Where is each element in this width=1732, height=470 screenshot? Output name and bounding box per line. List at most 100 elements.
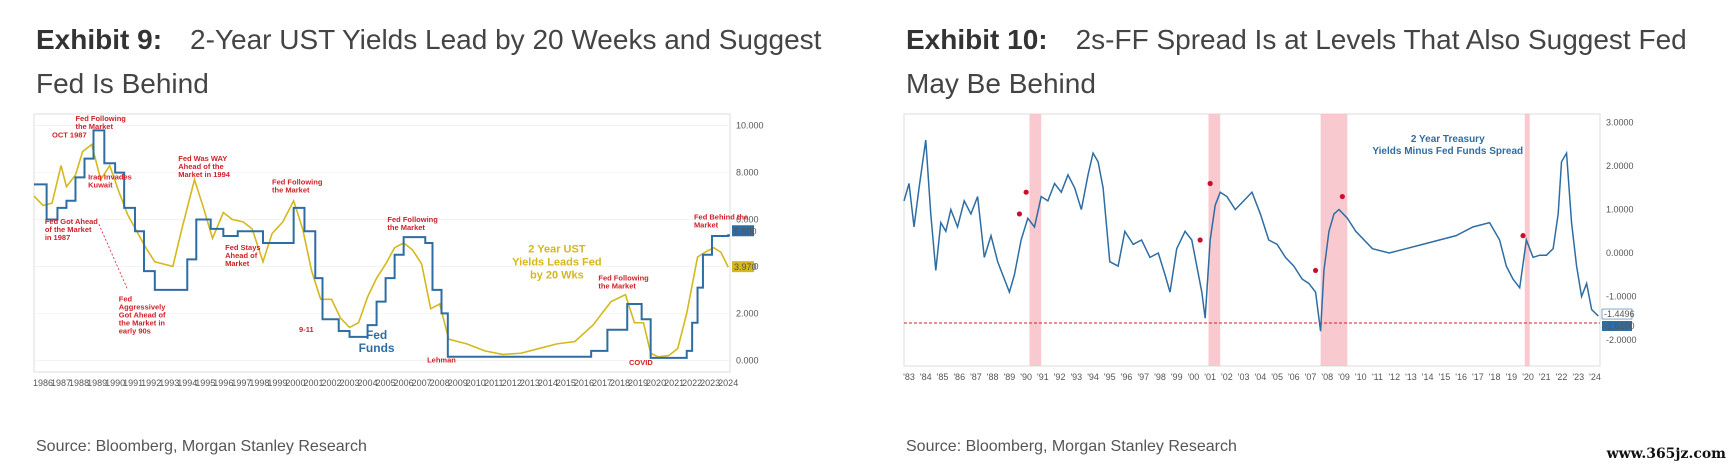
last-value-tag-bg — [1602, 320, 1632, 331]
exhibit-10-panel: Exhibit 10: 2s-FF Spread Is at Levels Tha… — [870, 0, 1710, 470]
x-tick-label: '86 — [953, 372, 965, 382]
recession-marker — [1023, 189, 1029, 195]
last-value-tag-bg — [732, 225, 754, 237]
annotation-label: Fed Behind the Market — [694, 213, 748, 230]
series-label-ust-2y: 2 Year UST Yields Leads Fed by 20 Wks — [512, 243, 601, 281]
x-tick-label: 2019 — [628, 378, 648, 388]
x-tick-label: '04 — [1254, 372, 1266, 382]
y-tick-label: 2.0000 — [1606, 161, 1634, 171]
x-tick-label: 2010 — [466, 378, 486, 388]
y-tick-label: -2.0000 — [1606, 335, 1637, 345]
x-tick-label: 2011 — [484, 378, 503, 388]
y-tick-label: 1.0000 — [1606, 205, 1634, 215]
exhibit-9-title: Exhibit 9: 2-Year UST Yields Lead by 20 W… — [36, 18, 826, 106]
x-tick-label: 2014 — [538, 378, 558, 388]
y-tick-label: -1.0000 — [1606, 291, 1637, 301]
x-tick-label: '00 — [1188, 372, 1200, 382]
x-tick-label: '09 — [1338, 372, 1350, 382]
x-tick-label: 2007 — [412, 378, 432, 388]
exhibit-9-source: Source: Bloomberg, Morgan Stanley Resear… — [36, 438, 367, 455]
x-tick-label: 2003 — [340, 378, 360, 388]
x-tick-label: 2004 — [358, 378, 378, 388]
exhibit-9-panel: Exhibit 9: 2-Year UST Yields Lead by 20 W… — [0, 0, 840, 470]
x-tick-label: 1991 — [123, 378, 143, 388]
x-tick-label: 2005 — [376, 378, 396, 388]
recession-marker — [1197, 237, 1203, 243]
x-tick-label: 1998 — [249, 378, 269, 388]
x-tick-label: '87 — [970, 372, 982, 382]
x-tick-label: '90 — [1020, 372, 1032, 382]
x-tick-label: '01 — [1204, 372, 1216, 382]
series-label-fed-funds: Fed Funds — [359, 328, 395, 355]
x-tick-label: '05 — [1271, 372, 1283, 382]
y-tick-label: 2.000 — [736, 308, 759, 318]
annotation-label: Fed Following the Market — [75, 114, 126, 131]
last-value-tag: 3.970 — [732, 261, 757, 273]
x-tick-label: 1989 — [87, 378, 107, 388]
last-value-label: 5.500 — [734, 226, 757, 236]
last-value-label: -1.4496 — [1604, 309, 1635, 319]
x-tick-label: '95 — [1104, 372, 1116, 382]
x-tick-label: 2012 — [502, 378, 522, 388]
x-tick-label: '91 — [1037, 372, 1049, 382]
annotation-label: Fed Following the Market — [272, 177, 323, 194]
recession-marker — [1312, 267, 1319, 274]
annotation-label: Lehman — [427, 356, 456, 365]
recession-marker — [1520, 233, 1526, 239]
x-tick-label: '96 — [1121, 372, 1133, 382]
x-tick-label: 1990 — [105, 378, 125, 388]
y-tick-label: 3.0000 — [1606, 118, 1634, 128]
x-tick-label: '03 — [1238, 372, 1250, 382]
x-tick-label: 2015 — [556, 378, 576, 388]
x-tick-label: 2022 — [682, 378, 702, 388]
recession-marker — [1207, 180, 1213, 187]
x-tick-label: '85 — [937, 372, 949, 382]
x-tick-label: '97 — [1137, 372, 1149, 382]
recession-band — [1208, 114, 1221, 366]
x-tick-label: 1995 — [195, 378, 215, 388]
recession-marker — [1339, 193, 1345, 200]
y-tick-label: 8.000 — [736, 168, 759, 178]
x-tick-label: '19 — [1505, 372, 1517, 382]
x-tick-label: 2023 — [700, 378, 720, 388]
x-tick-label: '83 — [903, 372, 915, 382]
last-value-tag: 5.500 — [732, 225, 757, 237]
series-line-fed-funds — [34, 129, 730, 359]
series-line-spread — [903, 139, 1599, 332]
annotation-label: Fed Was WAY Ahead of the Market in 1994 — [178, 154, 231, 179]
x-tick-label: '98 — [1154, 372, 1166, 382]
recession-marker — [1016, 211, 1023, 217]
annotation-label: Fed Following the Market — [387, 215, 438, 232]
x-tick-label: '20 — [1522, 372, 1534, 382]
x-tick-label: '13 — [1405, 372, 1417, 382]
series-label-spread: 2 Year Treasury Yields Minus Fed Funds Sp… — [1372, 134, 1523, 157]
x-tick-label: '94 — [1087, 372, 1099, 382]
x-tick-label: 2009 — [448, 378, 468, 388]
exhibit-10-title-text: 2s-FF Spread Is at Levels That Also Sugg… — [906, 24, 1687, 99]
x-tick-label: 2017 — [592, 378, 612, 388]
x-tick-label: 1987 — [51, 378, 71, 388]
x-tick-label: '11 — [1372, 372, 1383, 382]
x-tick-label: 2000 — [285, 378, 305, 388]
annotation-label: Fed Stays Ahead of Market — [225, 243, 260, 268]
exhibit-10-source: Source: Bloomberg, Morgan Stanley Resear… — [906, 438, 1237, 455]
x-tick-label: '08 — [1321, 372, 1333, 382]
x-tick-label: '93 — [1070, 372, 1082, 382]
annotation-label: Fed Aggressively Got Ahead of the Market in… — [119, 295, 167, 336]
x-tick-label: '06 — [1288, 372, 1300, 382]
last-value-tag-bg — [732, 261, 754, 273]
x-tick-label: '16 — [1455, 372, 1467, 382]
x-tick-label: 2016 — [574, 378, 594, 388]
exhibit-10-label: Exhibit 10: — [906, 24, 1048, 55]
x-tick-label: 1999 — [267, 378, 287, 388]
x-tick-label: '84 — [920, 372, 932, 382]
x-tick-label: '12 — [1388, 372, 1400, 382]
x-tick-label: 2024 — [718, 378, 738, 388]
y-tick-label: 0.0000 — [1606, 248, 1634, 258]
annotation-label: Fed Following the Market — [598, 274, 649, 291]
recession-band — [1320, 114, 1348, 366]
x-tick-label: 1988 — [69, 378, 89, 388]
recession-band — [1524, 114, 1530, 366]
x-tick-label: '02 — [1221, 372, 1233, 382]
x-tick-label: '10 — [1355, 372, 1367, 382]
